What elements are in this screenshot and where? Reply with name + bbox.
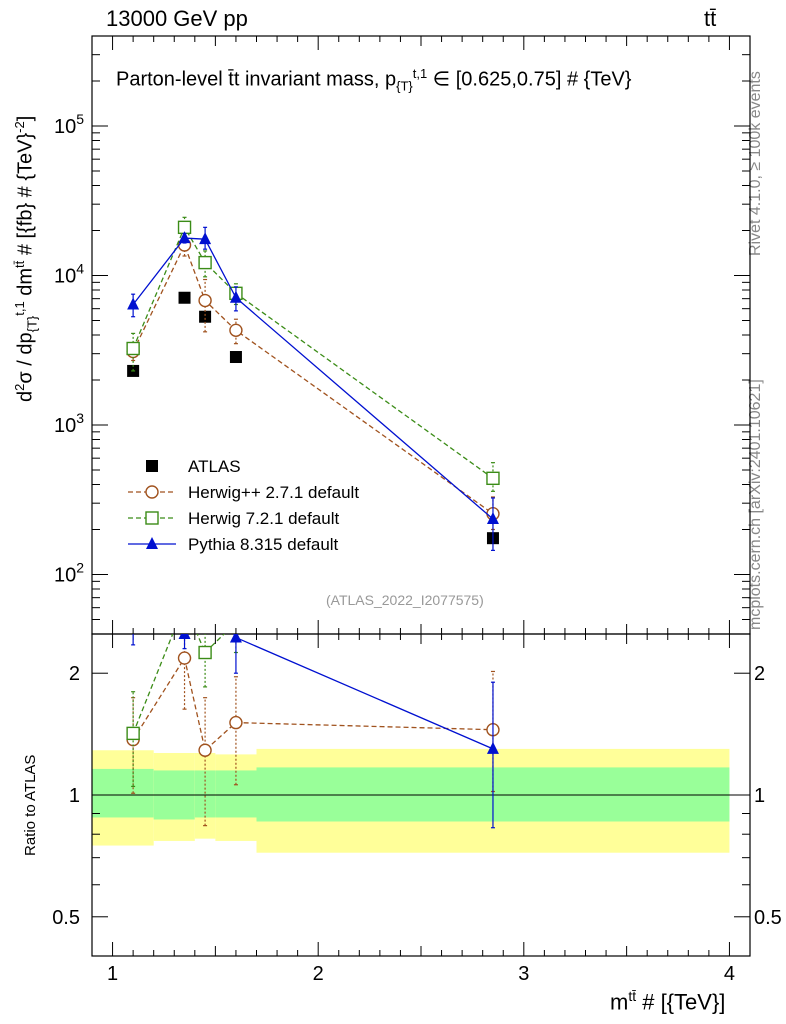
- ratio-point-pythia: [199, 578, 211, 590]
- ratio-bands: [92, 748, 730, 853]
- x-axis-label: mtt̄ # [{TeV}]: [610, 988, 726, 1015]
- ratio-y-tick-label: 1: [69, 785, 80, 807]
- main-point-pythia: [199, 232, 212, 245]
- main-y-tick-label: 102: [54, 560, 84, 587]
- main-y-tick-label: 105: [54, 111, 84, 138]
- ratio-point-herwig7: [198, 645, 212, 660]
- ratio-band-inner: [215, 770, 257, 818]
- main-y-tick-label: 104: [54, 261, 84, 288]
- main-line-pythia: [132, 237, 494, 520]
- ratio-point-pythia: [178, 634, 191, 639]
- ratio-y-tick-label: 0.5: [52, 907, 80, 929]
- ratio-point-pythia: [229, 634, 242, 643]
- main-point-atlas: [178, 291, 191, 304]
- ratio-point-herwigpp: [229, 715, 243, 730]
- main-point-atlas: [199, 310, 212, 323]
- ratio-series-pythia: [127, 578, 499, 829]
- ratio-point-herwig7: [126, 726, 140, 741]
- ratio-y-tick-label-right: 2: [754, 663, 765, 685]
- ratio-series-herwig7: [126, 598, 242, 788]
- ratio-y-tick-label-right: 1: [754, 785, 765, 807]
- ratio-point-herwig7: [230, 616, 242, 628]
- x-tick-label: 1: [107, 963, 118, 985]
- x-tick-label: 4: [724, 963, 735, 985]
- legend: ATLAS Herwig++ 2.7.1 default Herwig 7.2.1 …: [128, 457, 359, 554]
- ratio-line-herwigpp: [132, 656, 493, 752]
- legend-marker-atlas: [146, 460, 158, 472]
- legend-label-pythia: Pythia 8.315 default: [188, 535, 339, 554]
- ratio-y-ticks: [92, 672, 750, 957]
- x-tick-label: 3: [518, 963, 529, 985]
- main-point-herwig7: [126, 341, 140, 356]
- ratio-point-pythia: [486, 741, 499, 754]
- legend-marker-pythia: [146, 537, 158, 549]
- analysis-tag: (ATLAS_2022_I2077575): [326, 592, 484, 608]
- ratio-point-herwig7: [179, 598, 191, 610]
- x-tick-label: 2: [313, 963, 324, 985]
- main-series-atlas: [127, 291, 499, 545]
- main-point-pythia: [127, 297, 140, 310]
- main-point-herwigpp: [198, 293, 212, 308]
- main-point-herwig7: [198, 255, 212, 270]
- main-y-ticks: [92, 35, 750, 635]
- ratio-point-pythia: [127, 607, 139, 619]
- ratio-band-inner: [92, 768, 154, 818]
- main-point-pythia: [486, 512, 499, 525]
- process-label: tt̄: [704, 6, 717, 31]
- main-series-herwig7: [126, 216, 500, 492]
- ratio-y-tick-label-right: 0.5: [754, 907, 782, 929]
- main-point-herwigpp: [229, 323, 243, 338]
- main-point-pythia: [229, 290, 242, 303]
- main-point-pythia: [178, 231, 191, 244]
- legend-label-herwig7: Herwig 7.2.1 default: [188, 509, 339, 528]
- legend-label-herwigpp: Herwig++ 2.7.1 default: [188, 483, 359, 502]
- plot-title: Parton-level t̄t invariant mass, p{T}t,1…: [116, 66, 632, 94]
- main-point-herwig7: [486, 471, 500, 486]
- main-y-tick-label: 103: [54, 410, 84, 437]
- main-line-herwig7: [132, 225, 494, 479]
- legend-marker-herwig7: [145, 511, 159, 525]
- ratio-point-herwigpp: [198, 743, 212, 757]
- ratio-line-herwig7: [132, 634, 226, 734]
- legend-label-atlas: ATLAS: [188, 457, 241, 476]
- ratio-point-herwigpp: [177, 651, 192, 665]
- main-point-atlas: [229, 351, 242, 364]
- main-series-pythia: [127, 226, 499, 551]
- ratio-band-inner: [194, 770, 216, 818]
- energy-label: 13000 GeV pp: [106, 6, 248, 31]
- ratio-line-pythia: [182, 634, 494, 750]
- legend-marker-herwigpp: [145, 485, 159, 499]
- ratio-y-tick-label: 2: [69, 663, 80, 685]
